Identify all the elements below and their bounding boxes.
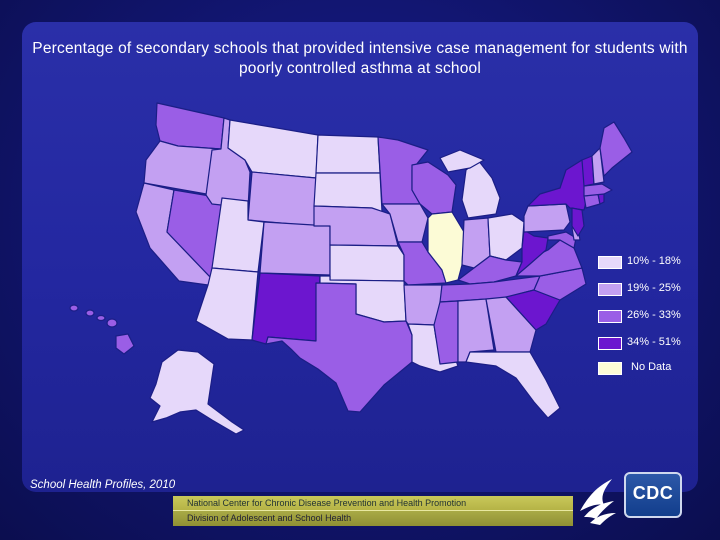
state-il <box>427 211 465 284</box>
state-wy <box>247 171 317 227</box>
state-oh <box>487 213 525 261</box>
state-ga <box>485 296 537 353</box>
legend-label-1: 10% - 18% <box>627 255 681 267</box>
legend-label-2: 19% - 25% <box>627 282 681 294</box>
cdc-logo-text: CDC <box>632 483 674 503</box>
legend-swatch-3 <box>598 310 622 323</box>
state-nd <box>315 134 381 174</box>
legend: 10% - 18% 19% - 25% 26% - 33% 34% - 51% … <box>598 254 698 378</box>
legend-row-2: 19% - 25% <box>598 281 698 308</box>
state-mi <box>461 159 501 219</box>
legend-swatch-2 <box>598 283 622 296</box>
state-nc <box>533 267 587 301</box>
hhs-eagle-logo <box>580 479 616 525</box>
state-fl <box>465 351 561 419</box>
state-tx <box>265 282 413 413</box>
state-ks <box>329 244 405 282</box>
legend-row-4: 34% - 51% <box>598 335 698 362</box>
state-nm <box>251 272 321 345</box>
footer-banner: National Center for Chronic Disease Prev… <box>173 496 573 526</box>
legend-row-3: 26% - 33% <box>598 308 698 335</box>
legend-label-no-data: No Data <box>631 361 672 373</box>
state-nj <box>571 207 585 237</box>
footer-division-name: Division of Adolescent and School Health <box>173 511 573 526</box>
map-title: Percentage of secondary schools that pro… <box>32 40 688 77</box>
footer-divider <box>173 510 573 511</box>
state-az <box>195 267 259 341</box>
state-co <box>259 221 331 276</box>
state-ak <box>149 349 245 435</box>
legend-swatch-no-data <box>598 362 622 375</box>
state-mi-upper <box>439 149 485 173</box>
source-citation: School Health Profiles, 2010 <box>30 479 176 491</box>
state-sc <box>505 289 561 331</box>
cdc-logo: CDC <box>624 472 682 518</box>
legend-row-no-data: No Data <box>598 358 698 378</box>
legend-label-3: 26% - 33% <box>627 309 681 321</box>
state-md <box>547 231 577 249</box>
state-ny <box>527 159 589 211</box>
legend-swatch-4 <box>598 337 622 350</box>
state-hi <box>69 304 135 355</box>
state-pa <box>523 203 571 233</box>
legend-swatch-1 <box>598 256 622 269</box>
legend-label-4: 34% - 51% <box>627 336 681 348</box>
state-me <box>599 121 633 177</box>
legend-row-1: 10% - 18% <box>598 254 698 281</box>
footer-center-name: National Center for Chronic Disease Prev… <box>173 496 573 510</box>
state-ma <box>583 183 613 197</box>
agency-logos: CDC <box>574 467 684 527</box>
